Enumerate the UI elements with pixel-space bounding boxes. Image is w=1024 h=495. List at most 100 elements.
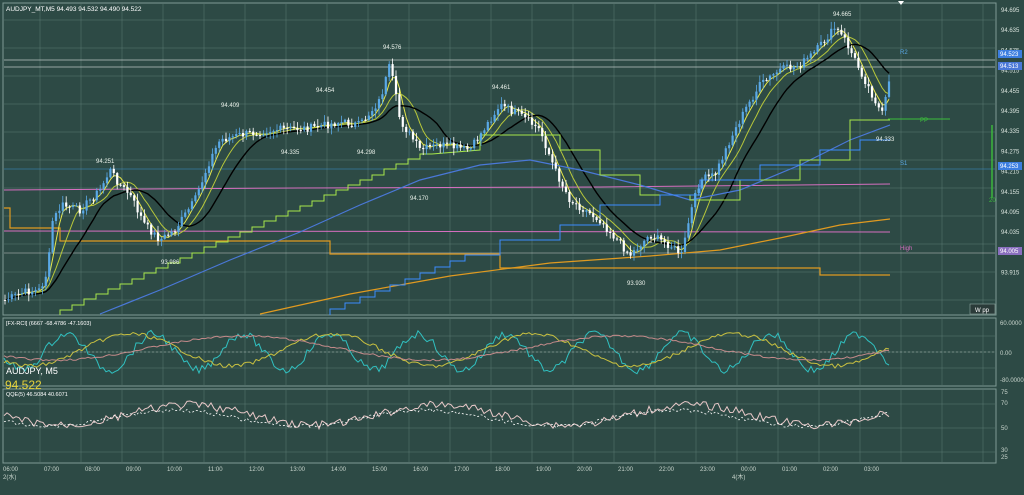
price-tag-bg (998, 50, 1022, 58)
time-label: 18:00 (495, 467, 511, 473)
candle-body (772, 74, 775, 76)
price-axis-label: 94.695 (1001, 8, 1020, 14)
time-axis: 06:00 07:00 08:00 09:00 10:00 11:00 12:00 13:00… (3, 467, 880, 481)
qqe-pane[interactable] (2, 388, 997, 464)
candle-body (445, 142, 449, 144)
rci-yellow (3, 331, 890, 369)
time-label: 20:00 (577, 467, 593, 473)
candle-body (343, 119, 347, 122)
candle-body (826, 39, 829, 43)
peak-labels: 94.665 94.576 94.461 94.454 94.409 94.251 94.3… (96, 12, 895, 287)
candle-body (425, 144, 428, 150)
qqe-title: QQE(5) 46.5084 40.6071 (6, 392, 68, 398)
candle-body (493, 114, 496, 122)
candle-body (170, 231, 173, 236)
candle-body (884, 96, 887, 111)
candle-body (411, 131, 415, 140)
candle-body (218, 141, 221, 148)
time-label: 21:00 (618, 467, 634, 473)
orange-step (4, 207, 890, 276)
candle-body (190, 201, 194, 210)
candle-body (292, 126, 296, 128)
candle-body (20, 293, 24, 295)
candle-body (333, 123, 336, 127)
candle-body (734, 127, 738, 136)
candle-body (510, 105, 513, 114)
candle-body (102, 183, 105, 189)
candle-body (680, 252, 683, 254)
candle-body (619, 239, 622, 241)
candle-body (643, 240, 646, 247)
time-label: 02:00 (823, 467, 839, 473)
candle-body (462, 145, 466, 148)
candle-body (670, 247, 673, 249)
qqe-line (3, 400, 890, 431)
peak-label: 94.665 (833, 12, 852, 18)
time-label: 03:00 (864, 467, 880, 473)
peak-label: 94.576 (383, 45, 402, 51)
candle-body (690, 207, 693, 224)
candle-body (289, 126, 292, 128)
candle-body (177, 226, 180, 233)
candle-body (544, 136, 547, 149)
candle-body (337, 123, 340, 127)
candle-body (731, 135, 734, 146)
candle-body (323, 121, 326, 126)
price-axis-label: 94.155 (1001, 190, 1020, 196)
date-label: 2(水) (3, 473, 16, 481)
candle-body (500, 103, 503, 110)
candle-body (694, 192, 697, 208)
candle-body (496, 109, 500, 115)
candle-body (129, 192, 132, 196)
candle-body (867, 83, 870, 87)
candle-body (37, 288, 41, 290)
candle-body (320, 125, 323, 128)
candle-body (371, 111, 374, 116)
candle-body (143, 215, 146, 223)
candle-body (34, 289, 37, 292)
candle-body (272, 130, 275, 132)
candle-body (214, 147, 217, 154)
candle-body (364, 119, 367, 121)
time-label: 01:00 (782, 467, 798, 473)
candle-body (116, 173, 119, 185)
candle-body (785, 64, 789, 66)
candle-body (388, 64, 391, 78)
candle-body (700, 179, 704, 189)
peak-label: 94.409 (221, 103, 240, 109)
candle-body (258, 135, 262, 137)
candle-body (197, 189, 200, 196)
candle-body (673, 246, 676, 248)
candle-body (598, 220, 602, 224)
rci-pane[interactable] (2, 317, 997, 387)
candle-body (58, 210, 61, 214)
price-tag-bg (998, 247, 1022, 255)
candle-body (741, 111, 744, 124)
price-tag-label: 94.005 (1000, 249, 1019, 255)
indicator-lines (4, 29, 891, 315)
main-pane[interactable] (2, 2, 997, 316)
price-tag-label: 94.513 (1000, 64, 1019, 70)
candle-body (75, 205, 78, 207)
candle-body (10, 294, 13, 300)
time-label: 10:00 (167, 467, 183, 473)
candle-body (806, 57, 809, 59)
candle-body (819, 41, 823, 46)
candle-body (85, 200, 88, 211)
time-label: 15:00 (372, 467, 388, 473)
peak-label: 94.298 (357, 150, 376, 156)
candle-body (874, 97, 877, 104)
candle-body (262, 134, 265, 136)
ma-yellow (4, 29, 890, 301)
candle-body (479, 133, 483, 141)
price-axis-label: 94.215 (1001, 170, 1020, 176)
candle-body (636, 249, 639, 251)
candle-body (789, 64, 792, 70)
close-triangle-icon[interactable] (898, 1, 904, 5)
peak-label: 94.461 (492, 85, 511, 91)
peak-label: 93.930 (627, 281, 646, 287)
candle-body (105, 177, 109, 184)
candle-body (469, 148, 472, 150)
candle-body (588, 210, 591, 214)
